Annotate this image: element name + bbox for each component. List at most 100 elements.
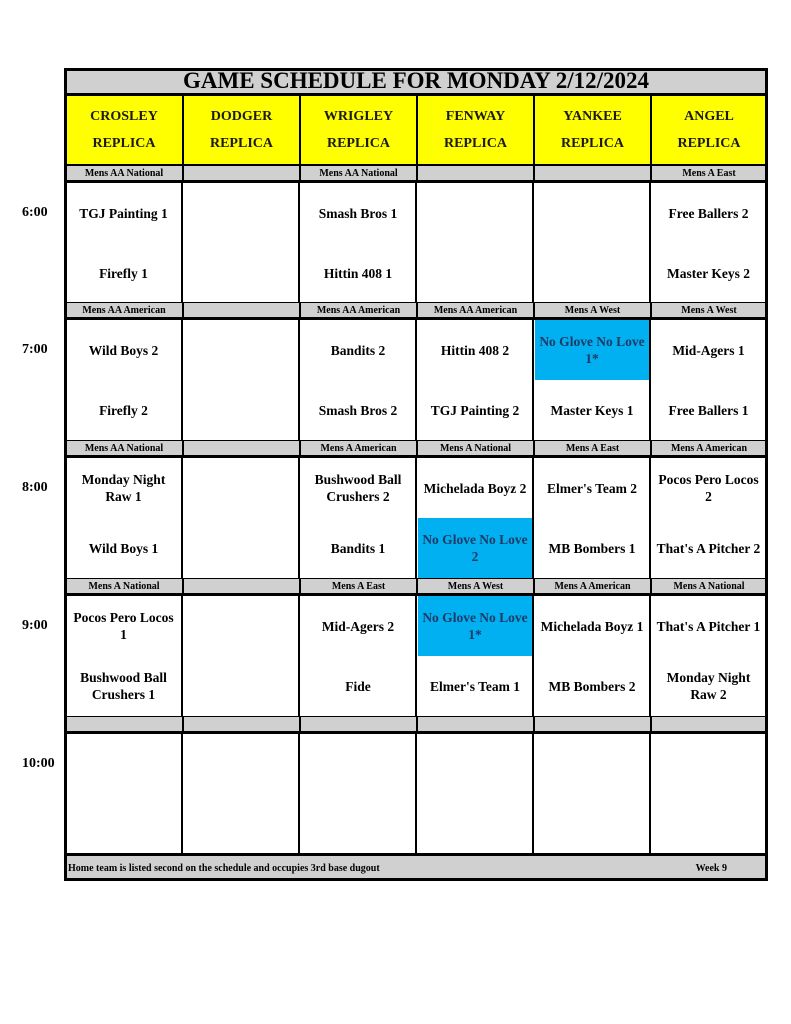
division-label	[183, 440, 300, 458]
game-team: Hittin 408 2	[418, 320, 532, 380]
game-team: MB Bombers 2	[535, 656, 649, 716]
field-name-line: REPLICA	[326, 136, 390, 151]
division-label: Mens A American	[534, 578, 651, 596]
game-team: Smash Bros 2	[301, 380, 415, 440]
division-label	[417, 165, 534, 183]
game-team: Michelada Boyz 1	[535, 596, 649, 656]
division-label	[534, 165, 651, 183]
game-team	[418, 243, 532, 303]
game-team	[535, 243, 649, 303]
division-label: Mens A East	[651, 165, 767, 183]
game-team: Master Keys 1	[535, 380, 649, 440]
game-team: Free Ballers 1	[652, 380, 765, 440]
field-name-line: ANGEL	[684, 109, 734, 124]
field-name-line: REPLICA	[209, 136, 273, 151]
field-name-line: DODGER	[210, 109, 273, 124]
division-label: Mens AA American	[417, 302, 534, 320]
page-title: GAME SCHEDULE FOR MONDAY 2/12/2024	[65, 69, 767, 96]
game-team: Monday Night Raw 2	[652, 656, 765, 716]
game-team: Firefly 2	[66, 380, 181, 440]
game-team: Mid-Agers 1	[652, 320, 765, 380]
field-header: CROSLEY REPLICA	[65, 95, 183, 165]
division-label: Mens A West	[417, 578, 534, 596]
game-team	[184, 183, 298, 243]
field-name-line: WRIGLEY	[323, 109, 394, 124]
game-team	[184, 320, 298, 380]
game-team: MB Bombers 1	[535, 518, 649, 578]
field-header: FENWAY REPLICA	[417, 95, 534, 165]
table-border	[64, 68, 768, 881]
game-team: Master Keys 2	[652, 243, 765, 303]
game-team: Elmer's Team 2	[535, 458, 649, 518]
game-team: Michelada Boyz 2	[418, 458, 532, 518]
field-name-line: FENWAY	[445, 109, 506, 124]
game-team	[184, 458, 298, 518]
game-team: TGJ Painting 1	[66, 183, 181, 243]
game-team	[66, 794, 181, 854]
game-team: Mid-Agers 2	[301, 596, 415, 656]
game-team	[184, 243, 298, 303]
game-team	[184, 518, 298, 578]
field-name-line: CROSLEY	[90, 109, 158, 124]
footer-note: Home team is listed second on the schedu…	[68, 862, 380, 874]
game-team: Elmer's Team 1	[418, 656, 532, 716]
game-team: Free Ballers 2	[652, 183, 765, 243]
game-team: No Glove No Love 1*	[535, 320, 649, 380]
game-team: Wild Boys 1	[66, 518, 181, 578]
game-team	[418, 183, 532, 243]
footer-week: Week 9	[695, 862, 727, 874]
game-team	[535, 183, 649, 243]
game-team	[301, 734, 415, 794]
time-label: 7:00	[22, 342, 48, 357]
time-label: 9:00	[22, 618, 48, 633]
division-label: Mens A National	[417, 440, 534, 458]
division-label	[183, 716, 300, 734]
game-team	[535, 734, 649, 794]
division-label: Mens AA American	[300, 302, 417, 320]
game-team: No Glove No Love 2	[418, 518, 532, 578]
game-team	[652, 734, 765, 794]
game-team: Wild Boys 2	[66, 320, 181, 380]
game-team: Bandits 1	[301, 518, 415, 578]
game-team: Firefly 1	[66, 243, 181, 303]
game-team: Hittin 408 1	[301, 243, 415, 303]
game-team	[184, 734, 298, 794]
game-team: That's A Pitcher 2	[652, 518, 765, 578]
game-team: Bandits 2	[301, 320, 415, 380]
field-name-line: REPLICA	[677, 136, 741, 151]
game-team: Smash Bros 1	[301, 183, 415, 243]
time-label: 8:00	[22, 480, 48, 495]
field-name-line: REPLICA	[92, 136, 156, 151]
division-label	[417, 716, 534, 734]
game-team: TGJ Painting 2	[418, 380, 532, 440]
game-team	[66, 734, 181, 794]
game-team	[184, 656, 298, 716]
game-team	[184, 794, 298, 854]
game-team: That's A Pitcher 1	[652, 596, 765, 656]
time-label: 10:00	[22, 756, 55, 771]
time-label: 6:00	[22, 205, 48, 220]
field-header: ANGEL REPLICA	[651, 95, 767, 165]
field-name-line: YANKEE	[563, 109, 622, 124]
division-label	[183, 302, 300, 320]
game-team	[418, 794, 532, 854]
game-team	[418, 734, 532, 794]
division-label	[534, 716, 651, 734]
footer: Home team is listed second on the schedu…	[65, 853, 767, 880]
field-header: YANKEE REPLICA	[534, 95, 651, 165]
field-header: WRIGLEY REPLICA	[300, 95, 417, 165]
division-label: Mens A American	[300, 440, 417, 458]
division-label: Mens AA National	[300, 165, 417, 183]
division-label: Mens A National	[651, 578, 767, 596]
game-team	[652, 794, 765, 854]
game-team: No Glove No Love 1*	[418, 596, 532, 656]
division-label: Mens A East	[534, 440, 651, 458]
division-label: Mens A East	[300, 578, 417, 596]
division-label: Mens AA National	[65, 165, 183, 183]
game-team: Pocos Pero Locos 2	[652, 458, 765, 518]
game-team: Fide	[301, 656, 415, 716]
game-team	[184, 596, 298, 656]
game-team: Bushwood Ball Crushers 2	[301, 458, 415, 518]
field-name-line: REPLICA	[443, 136, 507, 151]
field-name-line: REPLICA	[560, 136, 624, 151]
